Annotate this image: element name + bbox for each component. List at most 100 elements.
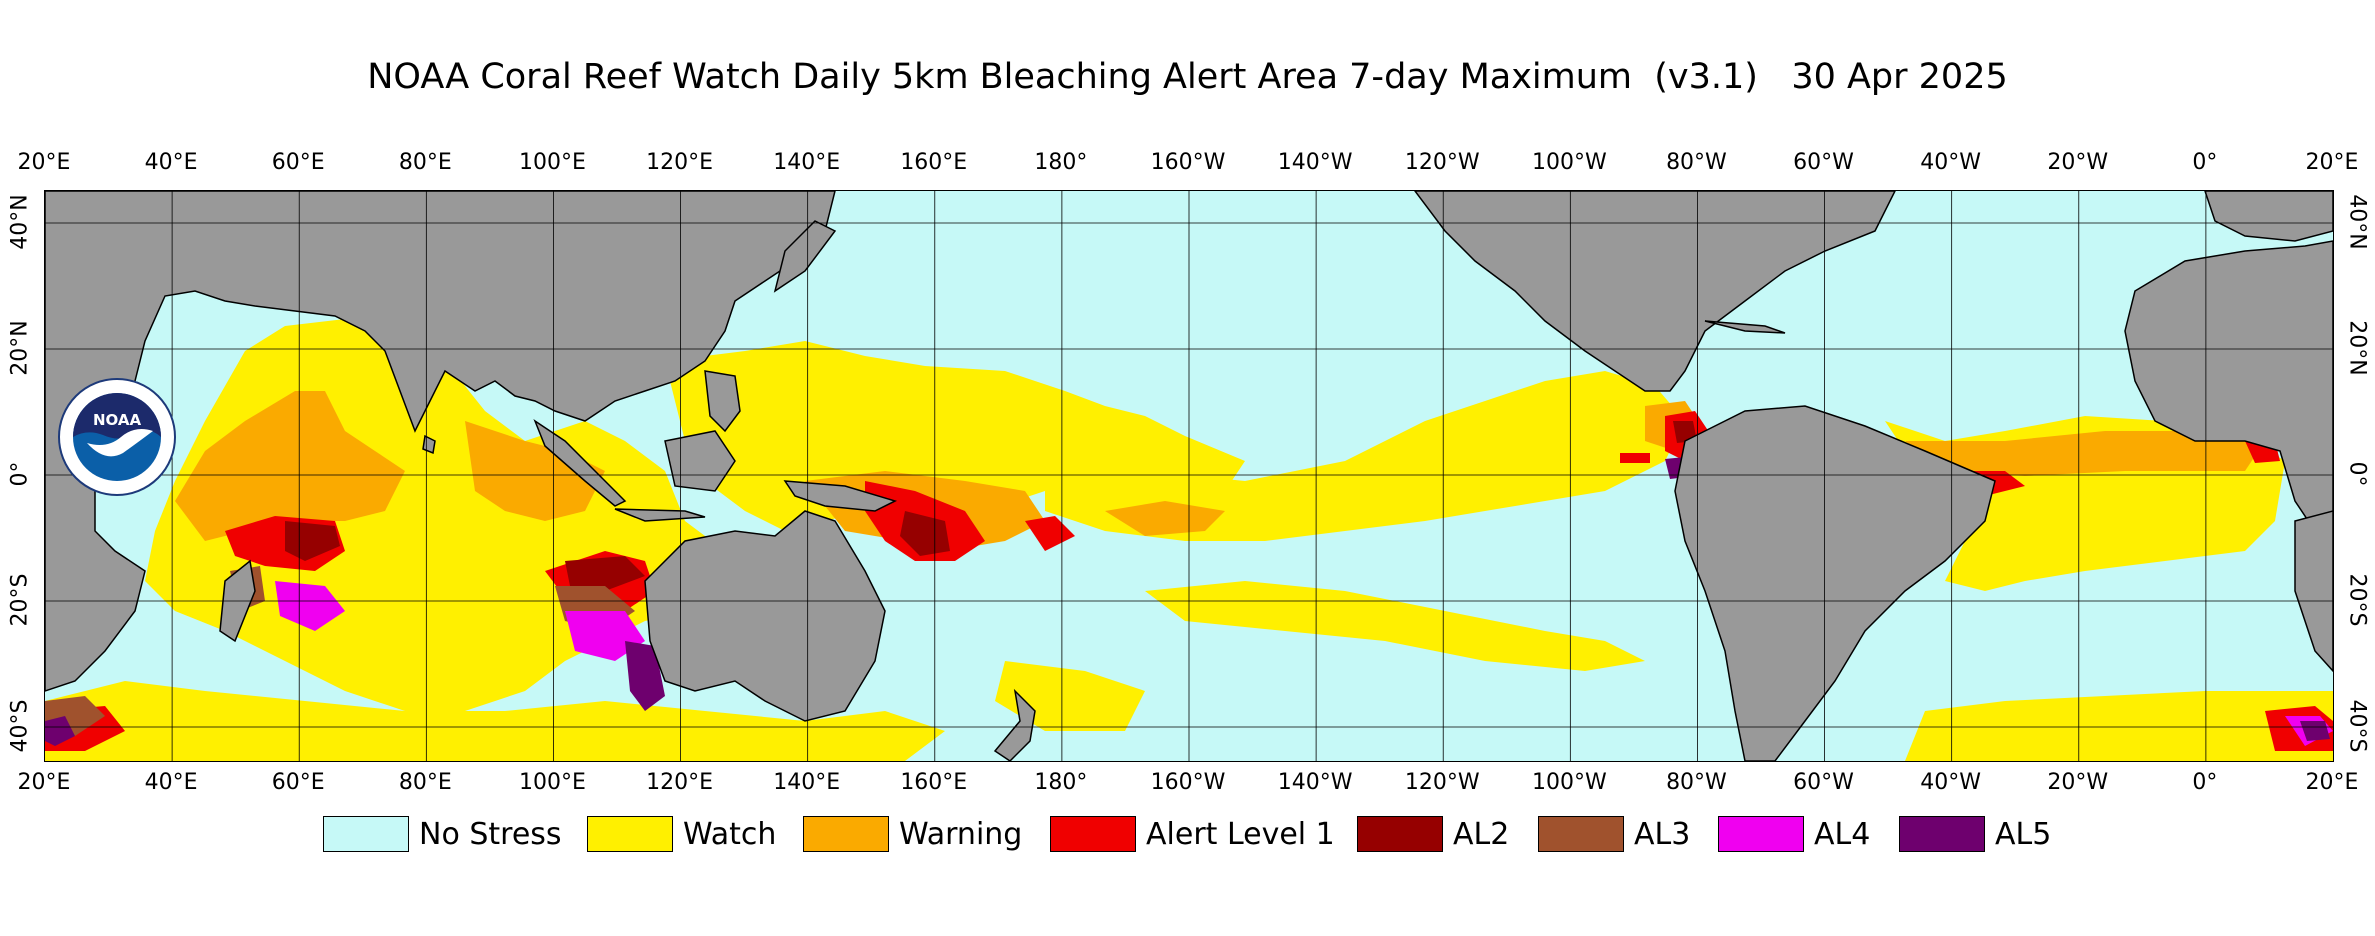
- legend-swatch: [1538, 816, 1624, 852]
- latitude-label: 0°: [2344, 461, 2370, 487]
- noaa-logo: NOAA: [58, 378, 176, 496]
- warning-region-central-pacific: [1105, 501, 1225, 536]
- land-new-guinea: [783, 480, 898, 512]
- legend-label: AL4: [1814, 816, 1871, 852]
- alert1-region-galapagos: [1620, 453, 1650, 463]
- latitude-label: 40°N: [7, 194, 33, 250]
- longitude-label: 180°: [1034, 150, 1088, 175]
- al5-region-shark-bay: [625, 641, 665, 711]
- longitude-label: 80°E: [398, 150, 452, 175]
- legend-swatch: [1357, 816, 1443, 852]
- al5-region-south-indian: [45, 716, 75, 746]
- legend-item: AL5: [1899, 815, 2051, 853]
- latitude-label: 20°S: [2344, 573, 2370, 627]
- longitude-label: 120°W: [1404, 770, 1480, 795]
- warning-region-bay-of-bengal: [465, 421, 605, 521]
- land-new-zealand: [993, 688, 1036, 761]
- longitude-label: 20°W: [2047, 150, 2109, 175]
- latitude-label: 40°N: [2344, 194, 2370, 250]
- land-borneo: [664, 430, 736, 492]
- map-canvas: [45, 191, 2333, 761]
- watch-region-southern-atlantic: [1905, 691, 2333, 761]
- legend-item: Watch: [587, 815, 776, 853]
- legend-item: AL3: [1538, 815, 1690, 853]
- legend-label: AL5: [1995, 816, 2052, 852]
- longitude-label: 20°E: [17, 150, 71, 175]
- longitude-label: 60°E: [271, 770, 325, 795]
- legend-swatch: [1050, 816, 1136, 852]
- al2-region-western-indian: [285, 521, 340, 561]
- longitude-label: 80°E: [398, 770, 452, 795]
- longitude-label: 0°: [2192, 770, 2218, 795]
- longitude-label: 20°E: [2305, 150, 2359, 175]
- al2-region-coral-sea: [900, 511, 950, 556]
- longitude-label: 140°E: [773, 770, 841, 795]
- legend-label: AL3: [1634, 816, 1691, 852]
- longitude-label: 40°W: [1920, 770, 1982, 795]
- legend-label: Warning: [899, 816, 1023, 852]
- land-asia: [45, 191, 836, 692]
- land-africa-south: [2294, 510, 2333, 673]
- alert1-region-fiji: [1025, 516, 1075, 551]
- legend: No Stress Watch Warning Alert Level 1 AL2 AL3…: [0, 815, 2375, 855]
- longitude-label: 20°E: [17, 770, 71, 795]
- latitude-label: 0°: [7, 461, 33, 487]
- watch-region-central-pacific: [1045, 371, 1685, 541]
- al2-region-western-australia: [565, 556, 645, 591]
- longitude-label: 160°E: [900, 770, 968, 795]
- longitude-label: 140°W: [1277, 150, 1353, 175]
- legend-label: AL2: [1453, 816, 1510, 852]
- legend-swatch: [803, 816, 889, 852]
- longitude-label: 80°W: [1666, 150, 1727, 175]
- longitude-label: 0°: [2192, 150, 2218, 175]
- legend-item: Warning: [803, 815, 1022, 853]
- latitude-label: 20°N: [7, 320, 33, 376]
- longitude-label: 160°E: [900, 150, 968, 175]
- longitude-label: 60°W: [1793, 770, 1854, 795]
- longitude-label: 40°E: [144, 150, 198, 175]
- longitude-label: 100°E: [518, 150, 586, 175]
- longitude-label: 120°E: [646, 150, 713, 175]
- longitude-label: 60°W: [1793, 150, 1854, 175]
- longitude-label: 100°W: [1531, 150, 1607, 175]
- longitude-label: 160°W: [1150, 150, 1226, 175]
- legend-swatch: [1718, 816, 1804, 852]
- warning-region-atlantic: [1905, 431, 2265, 476]
- bleaching-alert-map[interactable]: [44, 190, 2334, 762]
- warning-area-layer: [175, 391, 2265, 551]
- latitude-label: 40°S: [2344, 699, 2370, 753]
- watch-region-southern-indian: [45, 681, 945, 761]
- land-australia: [644, 510, 886, 722]
- graticule: [45, 191, 2333, 761]
- legend-label: Alert Level 1: [1146, 816, 1335, 852]
- page-title: NOAA Coral Reef Watch Daily 5km Bleachin…: [367, 57, 2008, 97]
- land-sumatra: [533, 419, 627, 507]
- land-philippines: [704, 370, 741, 433]
- longitude-label: 140°W: [1277, 770, 1353, 795]
- longitude-label: 140°E: [773, 150, 841, 175]
- latitude-label: 40°S: [7, 699, 33, 753]
- legend-swatch: [587, 816, 673, 852]
- al4-region-western-australia: [565, 611, 645, 661]
- warning-region-arabian-sea: [175, 391, 405, 541]
- legend-item: Alert Level 1: [1050, 815, 1335, 853]
- legend-label: No Stress: [419, 816, 562, 852]
- longitude-label: 40°E: [144, 770, 198, 795]
- legend-swatch: [1899, 816, 1985, 852]
- land-africa-west: [2124, 240, 2333, 533]
- al4-region-madagascar-east: [275, 581, 345, 631]
- legend-swatch: [323, 816, 409, 852]
- legend-item: AL4: [1718, 815, 1870, 853]
- longitude-label: 100°E: [518, 770, 586, 795]
- latitude-label: 20°N: [2344, 320, 2370, 376]
- al5-region-south-atlantic: [2300, 721, 2330, 741]
- alert-level-2-layer: [285, 421, 1697, 591]
- land-japan: [773, 220, 837, 293]
- latitude-label: 20°S: [7, 573, 33, 627]
- watch-region-south-pacific: [1145, 581, 1645, 671]
- legend-label: Watch: [683, 816, 777, 852]
- longitude-label: 120°W: [1404, 150, 1480, 175]
- land-north-america: [1414, 191, 1896, 392]
- land-cuba: [1704, 320, 1786, 334]
- longitude-label: 60°E: [271, 150, 325, 175]
